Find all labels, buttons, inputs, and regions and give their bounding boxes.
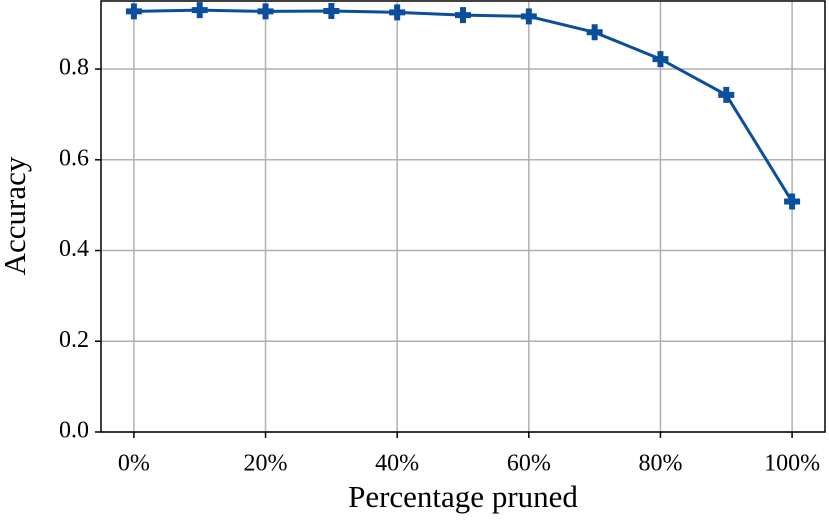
x-tick-label: 80% xyxy=(638,451,682,477)
marker xyxy=(455,7,471,24)
x-tick-label: 60% xyxy=(507,451,551,477)
x-axis-label: Percentage pruned xyxy=(348,479,578,514)
x-tick-label: 0% xyxy=(118,451,150,477)
y-axis-label: Accuracy xyxy=(0,156,32,275)
marker xyxy=(125,3,142,20)
y-tick-label: 0.2 xyxy=(59,327,89,353)
marker xyxy=(718,86,735,103)
marker xyxy=(191,2,208,19)
x-tick-label: 20% xyxy=(244,451,288,477)
x-tick-label: 100% xyxy=(764,451,820,477)
y-tick-label: 0.0 xyxy=(59,418,89,444)
y-tick-label: 0.8 xyxy=(59,55,89,81)
marker xyxy=(784,193,801,210)
marker xyxy=(652,51,669,68)
marker xyxy=(389,4,406,21)
x-tick-label: 40% xyxy=(375,451,419,477)
plot-frame xyxy=(100,0,826,433)
marker xyxy=(520,8,537,25)
marker xyxy=(257,3,274,20)
y-tick-label: 0.6 xyxy=(59,145,89,171)
marker xyxy=(586,24,603,41)
y-tick-label: 0.4 xyxy=(59,236,89,262)
marker xyxy=(323,2,340,19)
series-line xyxy=(133,8,794,203)
